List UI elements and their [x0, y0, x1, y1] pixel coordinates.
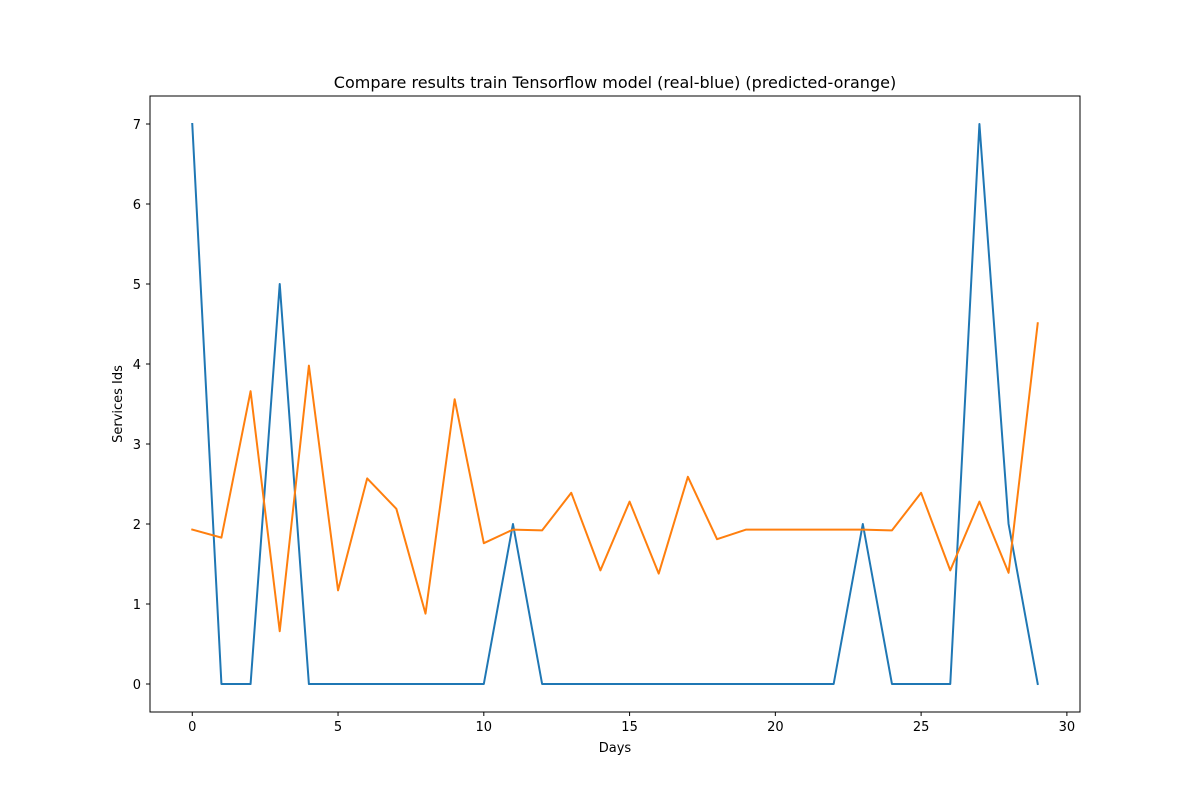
- y-tick-label: 7: [133, 118, 141, 133]
- chart-title: Compare results train Tensorflow model (…: [334, 73, 896, 92]
- y-tick-label: 2: [133, 518, 141, 533]
- axes-frame: [149, 95, 1081, 713]
- y-tick-label: 3: [133, 438, 141, 453]
- x-tick-label: 5: [334, 720, 342, 735]
- y-tick-label: 4: [133, 358, 141, 373]
- y-tick-label: 0: [133, 678, 141, 693]
- x-tick-label: 25: [913, 720, 930, 735]
- y-tick-label: 5: [133, 278, 141, 293]
- x-tick-label: 30: [1059, 720, 1076, 735]
- x-tick-label: 0: [188, 720, 196, 735]
- y-tick-label: 1: [133, 598, 141, 613]
- x-tick-label: 15: [621, 720, 638, 735]
- y-axis-label: Services Ids: [111, 365, 126, 443]
- series-line-real: [191, 122, 1039, 686]
- y-tick-label: 6: [133, 198, 141, 213]
- plot-area: 0 5 10 15 20 25 30 0 1 2 3 4 5 6 7: [133, 118, 1075, 735]
- x-tick-label: 20: [767, 720, 784, 735]
- x-tick-label: 10: [476, 720, 493, 735]
- x-axis-label: Days: [599, 741, 632, 756]
- series-line-predicted: [191, 322, 1039, 633]
